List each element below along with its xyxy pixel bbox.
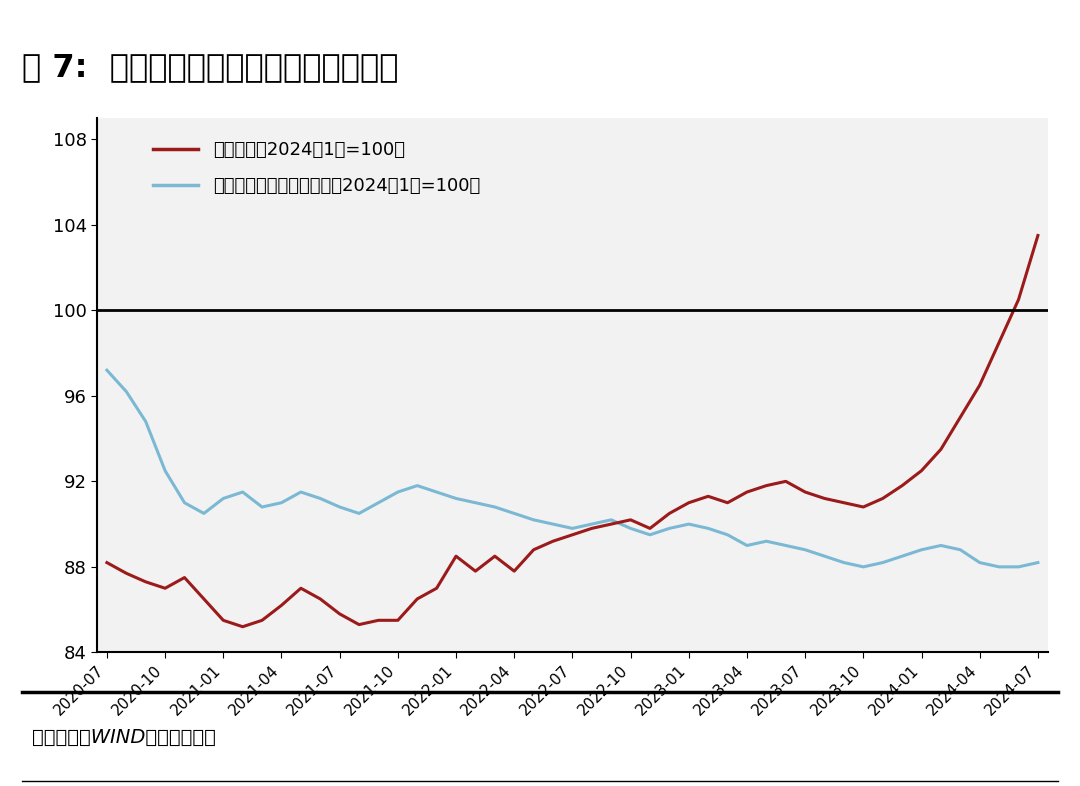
Text: 资料来源：WIND，财信研究院: 资料来源：WIND，财信研究院 xyxy=(32,728,216,747)
Legend: 美元指数（2024年1月=100）, 即期汇率：美元兑人民币（2024年1月=100）: 美元指数（2024年1月=100）, 即期汇率：美元兑人民币（2024年1月=1… xyxy=(145,132,489,204)
Text: 图 7:  人民币汇率变化幅度小于美元指数: 图 7: 人民币汇率变化幅度小于美元指数 xyxy=(22,52,399,83)
